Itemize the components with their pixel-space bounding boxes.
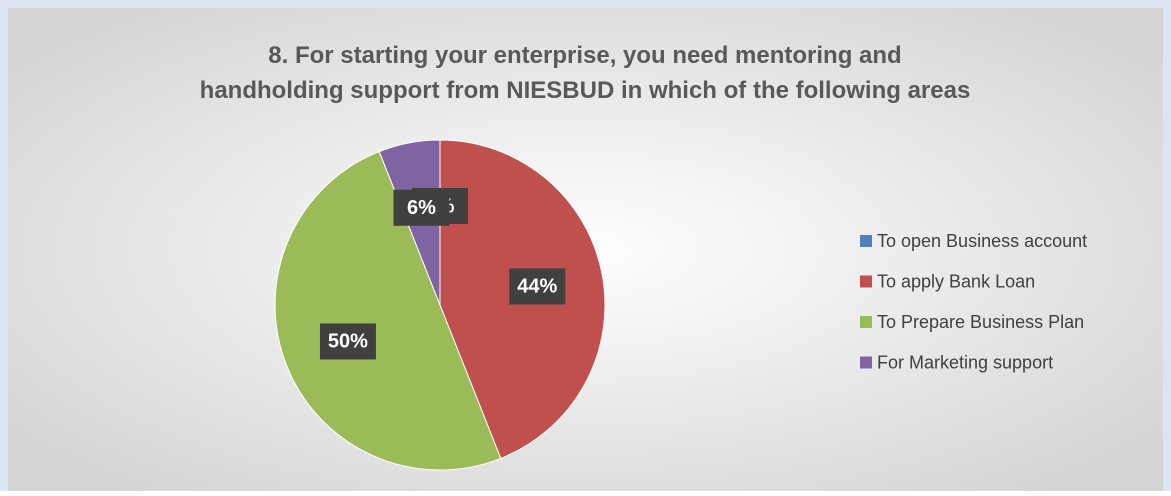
legend: To open Business account To apply Bank Lo… xyxy=(860,231,1087,372)
legend-swatch xyxy=(860,235,872,247)
data-label-text: 6% xyxy=(407,197,436,219)
legend-label: For Marketing support xyxy=(877,352,1053,372)
pie-slice xyxy=(274,150,502,471)
legend-label: To open Business account xyxy=(877,231,1087,251)
data-label-box xyxy=(319,323,376,360)
data-label-box xyxy=(393,189,450,226)
data-labels: 0%44%50%6% xyxy=(319,188,566,360)
legend-item: To Prepare Business Plan xyxy=(860,312,1084,332)
data-label-text: 44% xyxy=(517,276,557,298)
chart-title: 8. For starting your enterprise, you nee… xyxy=(200,42,971,104)
data-label-text: 50% xyxy=(328,331,368,353)
data-label: 44% xyxy=(509,268,566,305)
legend-swatch xyxy=(860,356,872,369)
legend-item: For Marketing support xyxy=(860,352,1053,372)
legend-item: To apply Bank Loan xyxy=(860,271,1035,291)
legend-label: To Prepare Business Plan xyxy=(877,312,1084,332)
data-label-box xyxy=(509,268,566,305)
legend-label: To apply Bank Loan xyxy=(877,271,1035,291)
data-label: 50% xyxy=(319,323,376,360)
data-label: 6% xyxy=(393,189,450,226)
legend-swatch xyxy=(860,316,872,328)
legend-item: To open Business account xyxy=(860,231,1087,251)
legend-swatch xyxy=(860,275,872,288)
